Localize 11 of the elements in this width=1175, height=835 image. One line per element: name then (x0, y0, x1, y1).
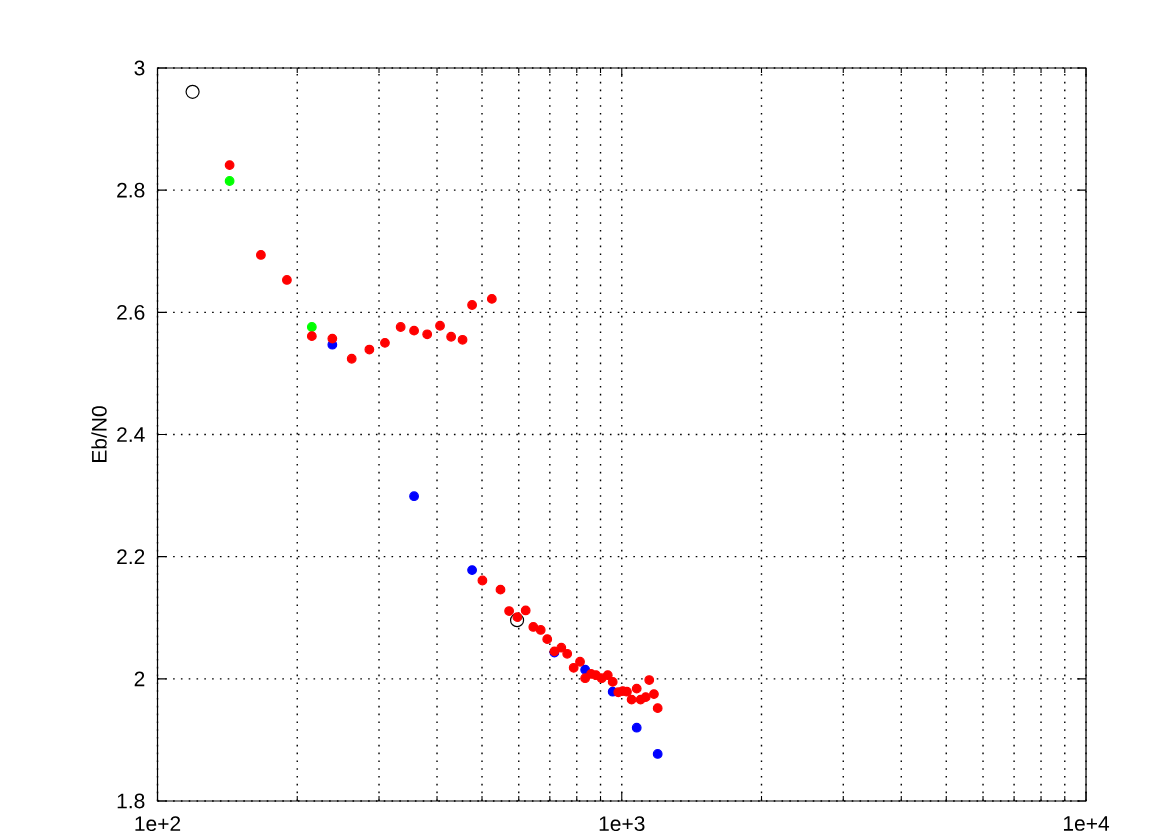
y-tick-label: 2.8 (117, 182, 145, 198)
x-tick-label: 1e+3 (599, 816, 645, 832)
y-tick-label: 2.2 (117, 549, 145, 564)
y-tick-label: 2.6 (117, 304, 145, 320)
x-tick-label: 1e+4 (1063, 816, 1110, 831)
y-axis-title: Eb/N0 (91, 406, 107, 462)
y-tick-label: 3 (134, 60, 145, 76)
x-tick-label: 1e+2 (135, 816, 181, 832)
y-tick-label: 2 (134, 671, 145, 687)
y-tick-label: 2.4 (117, 427, 145, 442)
y-tick-label: 1.8 (117, 793, 145, 809)
